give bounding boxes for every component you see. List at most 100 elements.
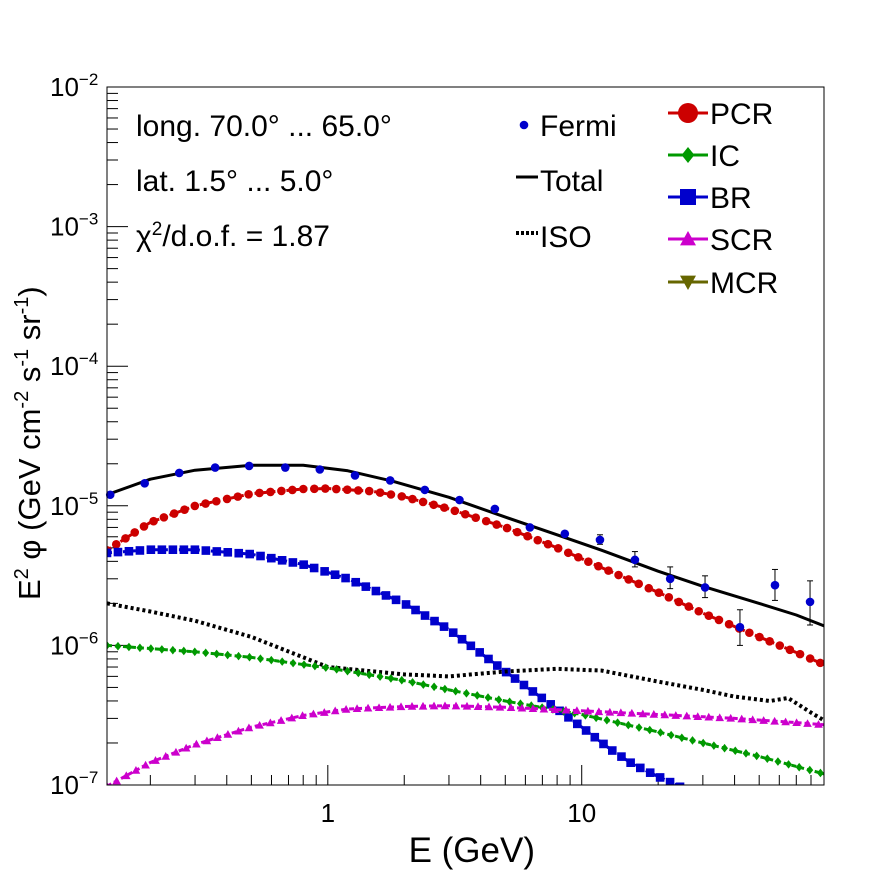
series-marker-ic: [409, 678, 416, 687]
series-marker-scr: [223, 730, 233, 738]
series-ic: [107, 641, 824, 778]
series-marker-pcr: [299, 484, 308, 494]
chi2-sup: 2: [152, 219, 163, 240]
y-title-sup-s: -1: [11, 349, 33, 367]
series-marker-scr: [649, 709, 659, 718]
series-marker-scr: [141, 760, 150, 769]
series-marker-pcr: [795, 649, 805, 659]
series-marker-scr: [440, 701, 450, 710]
series-marker-scr: [572, 706, 582, 715]
series-marker-scr: [396, 702, 406, 711]
legend-marker-scr: [680, 231, 696, 246]
series-marker-ic: [710, 741, 718, 750]
series-marker-pcr: [440, 503, 449, 512]
series-marker-scr: [121, 771, 131, 780]
legend-label-iso: ISO: [540, 221, 592, 254]
series-marker-scr: [726, 713, 736, 722]
series-marker-ic: [753, 751, 761, 761]
y-title-s: s: [12, 367, 47, 391]
series-marker-scr: [594, 707, 604, 716]
series-marker-pcr: [664, 593, 674, 602]
series-marker-scr: [550, 705, 560, 714]
series-pcr: [107, 484, 824, 668]
series-marker-pcr: [584, 557, 593, 567]
y-tick-exponent: −6: [79, 628, 98, 647]
y-title-sup-sr: -1: [11, 297, 33, 315]
legend-label-ic: IC: [710, 140, 740, 173]
series-marker-ic: [344, 666, 351, 676]
series-marker-br: [381, 591, 391, 600]
series-marker-ic: [806, 765, 814, 775]
series-marker-scr: [451, 701, 461, 710]
series-marker-scr: [418, 701, 428, 710]
series-marker-scr: [517, 703, 527, 712]
series-marker-ic: [387, 674, 395, 683]
series-marker-br: [361, 582, 371, 591]
y-tick-label: 10−3: [50, 210, 98, 242]
series-marker-scr: [660, 710, 670, 719]
series-marker-pcr: [634, 579, 644, 589]
series-marker-ic: [495, 695, 503, 705]
series-marker-pcr: [121, 534, 130, 543]
series-marker-pcr: [342, 485, 352, 495]
y-tick-exponent: −5: [79, 489, 98, 508]
x-axis-title: E (GeV): [409, 831, 535, 870]
series-marker-scr: [151, 756, 160, 764]
series-marker-br: [277, 556, 287, 565]
series-marker-ic: [462, 689, 470, 698]
series-marker-scr: [781, 717, 790, 726]
series-marker-ic: [452, 686, 460, 696]
y-tick-label: 10−4: [50, 349, 98, 381]
series-marker-br: [599, 739, 608, 749]
series-marker-scr: [737, 714, 746, 723]
fermi-point: [665, 574, 675, 584]
series-marker-br: [475, 648, 484, 657]
series-marker-pcr: [418, 497, 428, 507]
fermi-point: [595, 535, 605, 545]
series-marker-br: [617, 752, 626, 761]
series-marker-scr: [213, 733, 222, 742]
series-marker-br: [626, 758, 635, 767]
series-marker-pcr: [674, 597, 684, 607]
series-marker-scr: [814, 720, 823, 728]
series-marker-ic: [147, 644, 155, 653]
series-marker-ic: [267, 655, 275, 665]
series-marker-ic: [731, 746, 739, 756]
series-marker-pcr: [139, 522, 149, 531]
series-marker-scr: [171, 747, 181, 756]
series-iso: [107, 601, 824, 723]
series-marker-ic: [365, 670, 373, 680]
series-marker-pcr: [353, 486, 363, 495]
series-marker-pcr: [533, 535, 543, 545]
series-marker-pcr: [614, 570, 623, 580]
series-marker-pcr: [523, 531, 532, 541]
legend-label-total: Total: [540, 165, 603, 198]
series-marker-br: [430, 616, 439, 626]
series-marker-ic: [441, 684, 449, 694]
series-marker-br: [675, 782, 685, 785]
chi2-value: /d.o.f. = 1.87: [162, 220, 330, 253]
series-marker-br: [528, 687, 538, 696]
series-marker-pcr: [149, 516, 158, 526]
fermi-point: [560, 529, 570, 539]
series-marker-br: [590, 732, 600, 742]
fermi-point: [350, 471, 360, 480]
series-marker-scr: [320, 708, 329, 716]
series-marker-pcr: [805, 654, 815, 663]
series-marker-scr: [528, 704, 538, 713]
series-marker-ic: [311, 661, 319, 671]
series-marker-scr: [330, 706, 340, 715]
fermi-point: [700, 583, 710, 592]
y-title-phi: φ (GeV cm: [12, 409, 47, 569]
series-marker-ic: [419, 680, 427, 689]
series-marker-pcr: [111, 540, 121, 549]
series-marker-pcr: [429, 500, 438, 510]
series-marker-br: [510, 674, 520, 683]
fermi-point: [630, 555, 640, 565]
series-marker-pcr: [450, 506, 460, 516]
series-marker-br: [448, 628, 458, 637]
series-marker-scr: [385, 702, 395, 711]
series-marker-pcr: [277, 486, 286, 496]
